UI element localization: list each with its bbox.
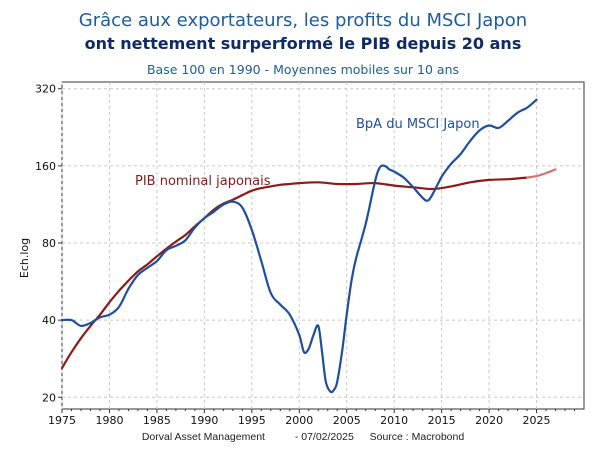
footer-org: Dorval Asset Management [141, 431, 265, 443]
x-tick-label: 2005 [333, 414, 361, 427]
footer-source: Source : Macrobond [369, 431, 465, 443]
x-axis-ticks: 1975 1980 1985 1990 1995 2000 2005 2010 2015 2020… [48, 409, 576, 427]
footer-date: - 07/02/2025 [294, 431, 354, 443]
x-tick-label: 1990 [190, 414, 218, 427]
chart-subtitle: Base 100 en 1990 - Moyennes mobiles sur … [146, 62, 460, 77]
x-tick-label: 2000 [285, 414, 313, 427]
x-tick-label: 2020 [475, 414, 503, 427]
x-tick-label: 2025 [523, 414, 551, 427]
y-axis-ticks: 20 40 80 160 320 [35, 83, 62, 404]
y-tick-label: 160 [35, 160, 56, 173]
x-tick-label: 1985 [143, 414, 171, 427]
x-tick-label: 1995 [238, 414, 266, 427]
y-axis-label: Ech.log [18, 238, 31, 278]
y-tick-label: 20 [42, 391, 56, 404]
series-line-eps [60, 98, 538, 394]
y-tick-label: 80 [42, 237, 56, 250]
x-tick-label: 2010 [380, 414, 408, 427]
series-group [60, 98, 557, 394]
x-tick-label: 1975 [48, 414, 76, 427]
annotation-eps: BpA du MSCI Japon [356, 117, 480, 132]
gridlines [61, 82, 584, 409]
series-line-gdp-forecast [526, 168, 557, 179]
chart-title-line1: Grâce aux exportateurs, les profits du M… [78, 10, 528, 31]
x-tick-label: 2015 [428, 414, 456, 427]
annotation-gdp: PIB nominal japonais [135, 174, 271, 189]
chart-title-line2: ont nettement surperformé le PIB depuis … [84, 34, 522, 53]
y-tick-label: 320 [35, 83, 56, 96]
y-tick-label: 40 [42, 314, 56, 327]
footer: Dorval Asset Management - 07/02/2025 Sou… [0, 431, 606, 443]
x-tick-label: 1980 [95, 414, 123, 427]
